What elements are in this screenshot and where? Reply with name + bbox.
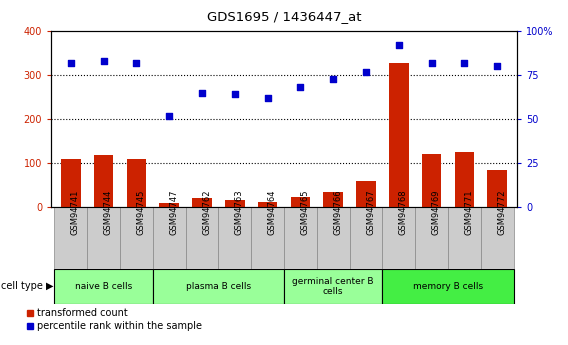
Bar [153, 269, 284, 304]
Text: memory B cells: memory B cells [413, 282, 483, 291]
Bar [87, 207, 120, 269]
Text: GSM94763: GSM94763 [235, 189, 244, 235]
Bar [284, 269, 382, 304]
Bar [55, 269, 153, 304]
Bar [487, 170, 507, 207]
Text: naive B cells: naive B cells [75, 282, 132, 291]
Point [230, 92, 239, 97]
Bar [225, 200, 245, 207]
Text: GSM94764: GSM94764 [268, 189, 277, 235]
Bar [317, 207, 349, 269]
Text: GSM94768: GSM94768 [399, 189, 408, 235]
Bar [127, 159, 146, 207]
Point [492, 63, 502, 69]
Bar [120, 207, 153, 269]
Point [427, 60, 436, 66]
Bar [415, 207, 448, 269]
Point [165, 113, 174, 118]
Text: GSM94769: GSM94769 [432, 189, 441, 235]
Bar [153, 207, 186, 269]
Point [460, 60, 469, 66]
Bar [284, 207, 317, 269]
Point [66, 60, 76, 66]
Bar [61, 159, 81, 207]
Point [132, 60, 141, 66]
Text: GSM94745: GSM94745 [136, 189, 145, 235]
Text: GSM94766: GSM94766 [333, 189, 342, 235]
Bar [389, 63, 408, 207]
Bar [382, 269, 513, 304]
Point [263, 95, 272, 101]
Bar [251, 207, 284, 269]
Point [329, 76, 338, 81]
Bar [323, 191, 343, 207]
Point [198, 90, 207, 95]
Bar [160, 204, 179, 207]
Bar [356, 181, 376, 207]
Bar [186, 207, 219, 269]
Text: GSM94747: GSM94747 [169, 189, 178, 235]
Text: plasma B cells: plasma B cells [186, 282, 251, 291]
Text: GSM94744: GSM94744 [103, 189, 112, 235]
Bar [422, 154, 441, 207]
Text: cell type ▶: cell type ▶ [1, 282, 53, 291]
Point [99, 58, 108, 64]
Bar [94, 155, 114, 207]
Text: GSM94767: GSM94767 [366, 189, 375, 235]
Legend: transformed count, percentile rank within the sample: transformed count, percentile rank withi… [27, 308, 202, 332]
Bar [448, 207, 481, 269]
Text: GSM94741: GSM94741 [71, 189, 80, 235]
Bar [219, 207, 251, 269]
Text: GDS1695 / 1436447_at: GDS1695 / 1436447_at [207, 10, 361, 23]
Bar [382, 207, 415, 269]
Bar [192, 198, 212, 207]
Bar [258, 202, 277, 207]
Text: GSM94772: GSM94772 [497, 189, 506, 235]
Bar [291, 197, 310, 207]
Point [394, 42, 403, 48]
Point [296, 85, 305, 90]
Point [361, 69, 370, 74]
Bar [55, 207, 87, 269]
Text: GSM94765: GSM94765 [300, 189, 310, 235]
Text: GSM94762: GSM94762 [202, 189, 211, 235]
Bar [454, 152, 474, 207]
Bar [349, 207, 382, 269]
Text: germinal center B
cells: germinal center B cells [293, 277, 374, 296]
Bar [481, 207, 513, 269]
Text: GSM94771: GSM94771 [465, 189, 473, 235]
